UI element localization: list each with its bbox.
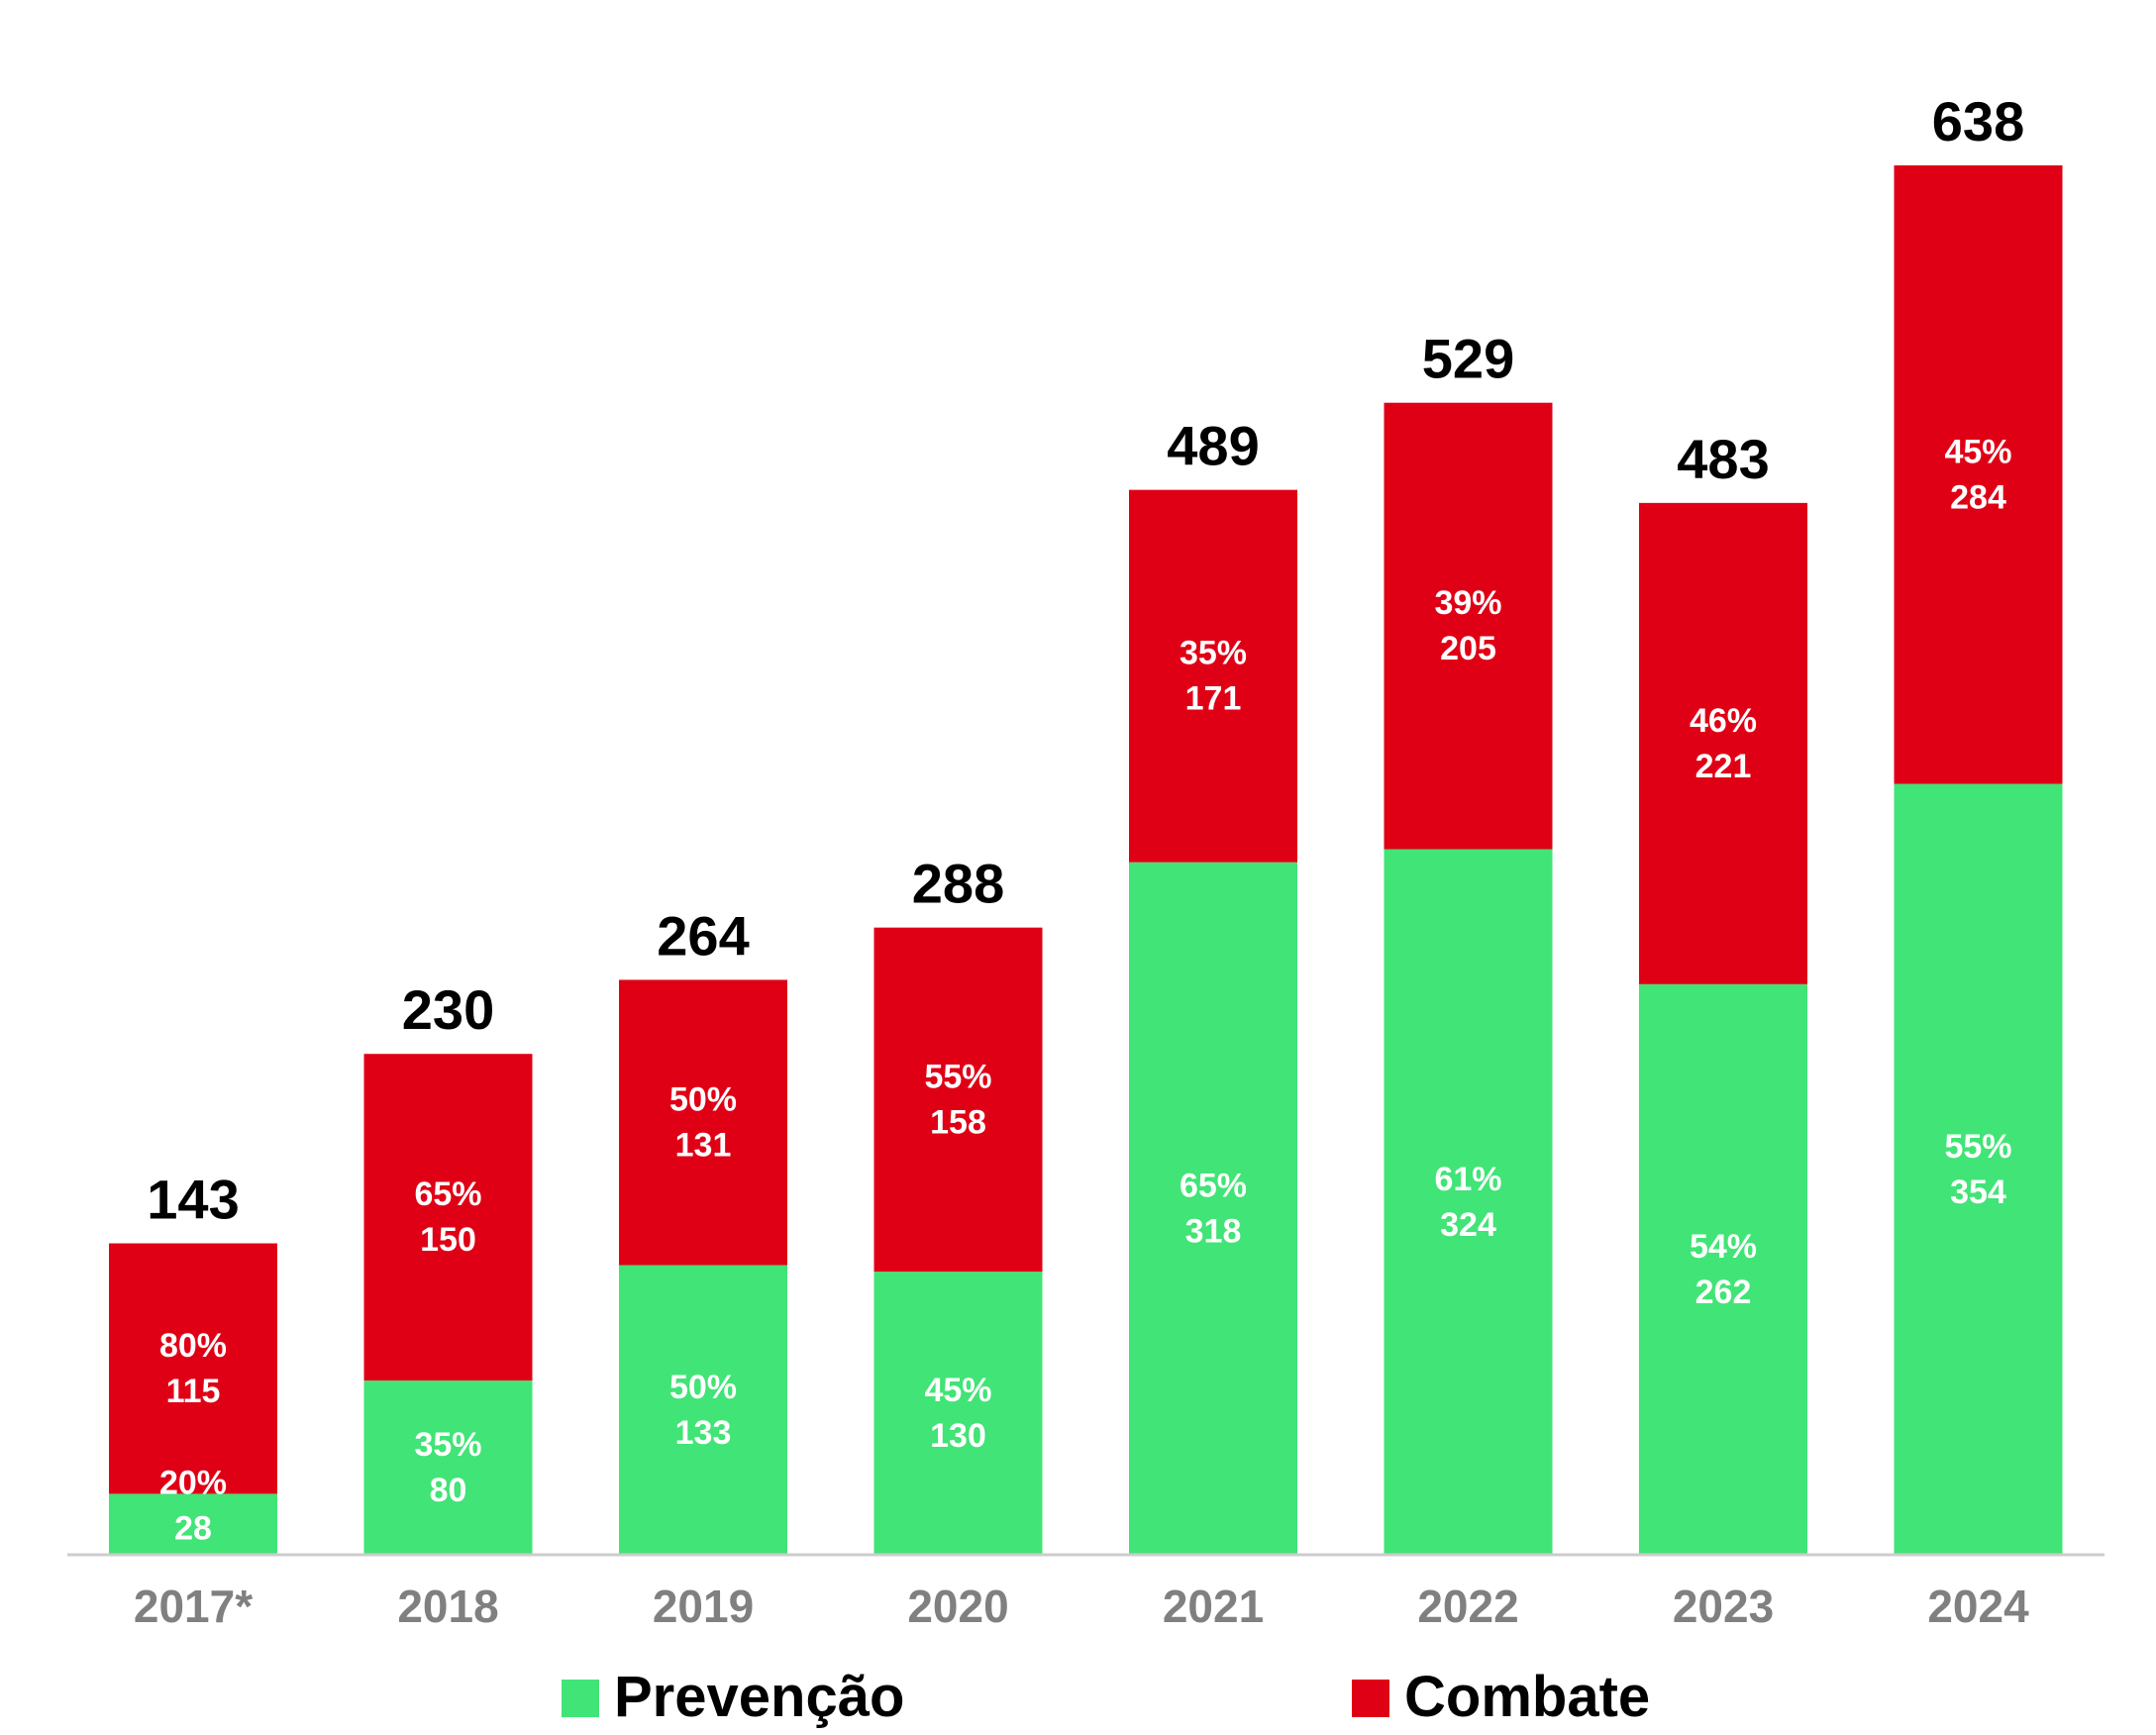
- total-label: 489: [1167, 415, 1259, 477]
- x-tick-label: 2018: [397, 1581, 498, 1632]
- combate-percent-label: 50%: [669, 1080, 737, 1118]
- bar-combate: [109, 1243, 277, 1494]
- x-tick-label: 2017*: [134, 1581, 253, 1632]
- x-axis-ticks: 2017* 2018 2019 2020 2021 2022 2023 2024: [134, 1581, 2029, 1632]
- bar-combate: [1384, 402, 1553, 850]
- combate-percent-label: 45%: [1944, 433, 2011, 470]
- combate-value-label: 115: [166, 1373, 221, 1410]
- total-label: 288: [912, 853, 1004, 915]
- combate-value-label: 284: [1950, 478, 2006, 516]
- combate-value-label: 131: [675, 1126, 732, 1164]
- combate-value-label: 150: [420, 1221, 476, 1259]
- combate-percent-label: 55%: [924, 1058, 991, 1095]
- prevencao-value-label: 28: [174, 1509, 212, 1547]
- bar-prevencao: [1894, 783, 2063, 1555]
- bar-combate: [1639, 502, 1807, 984]
- legend-label: Prevenção: [614, 1665, 904, 1729]
- legend-swatch: [1352, 1680, 1389, 1717]
- bar-prevencao: [1129, 862, 1297, 1555]
- total-label: 483: [1677, 428, 1769, 490]
- total-label: 638: [1932, 90, 2024, 153]
- prevencao-value-label: 262: [1695, 1274, 1752, 1311]
- prevencao-percent-label: 35%: [414, 1426, 481, 1464]
- x-tick-label: 2020: [907, 1581, 1008, 1632]
- legend-label: Combate: [1404, 1665, 1650, 1729]
- legend-swatch: [562, 1680, 599, 1717]
- prevencao-value-label: 130: [930, 1417, 986, 1455]
- prevencao-value-label: 324: [1440, 1206, 1496, 1244]
- x-tick-label: 2019: [653, 1581, 754, 1632]
- prevencao-value-label: 354: [1950, 1174, 2006, 1211]
- bars-layer: 80% 115 20% 28 143 65% 150 35% 80 230 50% 131 50% 133…: [109, 90, 2063, 1555]
- bar-prevencao: [1384, 849, 1553, 1555]
- bar-prevencao: [873, 1272, 1043, 1555]
- total-label: 529: [1422, 328, 1514, 390]
- combate-value-label: 221: [1695, 748, 1752, 785]
- bar-combate: [1129, 489, 1297, 863]
- bar-combate: [1894, 165, 2063, 784]
- x-tick-label: 2022: [1417, 1581, 1518, 1632]
- bar-combate: [363, 1054, 533, 1381]
- prevencao-value-label: 318: [1185, 1212, 1242, 1250]
- combate-percent-label: 65%: [414, 1175, 481, 1213]
- prevencao-percent-label: 50%: [669, 1369, 737, 1406]
- combate-percent-label: 80%: [159, 1327, 227, 1365]
- total-label: 230: [402, 978, 494, 1041]
- total-label: 264: [657, 904, 749, 967]
- prevencao-value-label: 133: [675, 1414, 732, 1452]
- bar-prevencao: [363, 1380, 533, 1555]
- bar-prevencao: [109, 1493, 277, 1555]
- combate-value-label: 158: [930, 1103, 986, 1141]
- prevencao-percent-label: 45%: [924, 1372, 991, 1409]
- x-tick-label: 2021: [1163, 1581, 1264, 1632]
- prevencao-percent-label: 54%: [1690, 1228, 1757, 1266]
- combate-percent-label: 46%: [1690, 702, 1757, 740]
- bar-combate: [619, 979, 787, 1266]
- x-tick-label: 2024: [1927, 1581, 2029, 1632]
- legend: Prevenção Combate: [562, 1665, 1650, 1729]
- bar-prevencao: [619, 1265, 787, 1555]
- prevencao-value-label: 80: [430, 1472, 467, 1509]
- combate-percent-label: 35%: [1180, 635, 1247, 672]
- prevencao-percent-label: 55%: [1944, 1128, 2011, 1166]
- bar-combate: [873, 927, 1043, 1273]
- prevencao-percent-label: 65%: [1180, 1167, 1247, 1204]
- bar-prevencao: [1639, 983, 1807, 1555]
- combate-value-label: 205: [1440, 630, 1496, 667]
- x-tick-label: 2023: [1673, 1581, 1774, 1632]
- prevencao-percent-label: 61%: [1434, 1161, 1501, 1198]
- prevencao-percent-label: 20%: [159, 1464, 227, 1501]
- combate-percent-label: 39%: [1434, 584, 1501, 622]
- total-label: 143: [147, 1169, 239, 1231]
- combate-value-label: 171: [1185, 680, 1242, 718]
